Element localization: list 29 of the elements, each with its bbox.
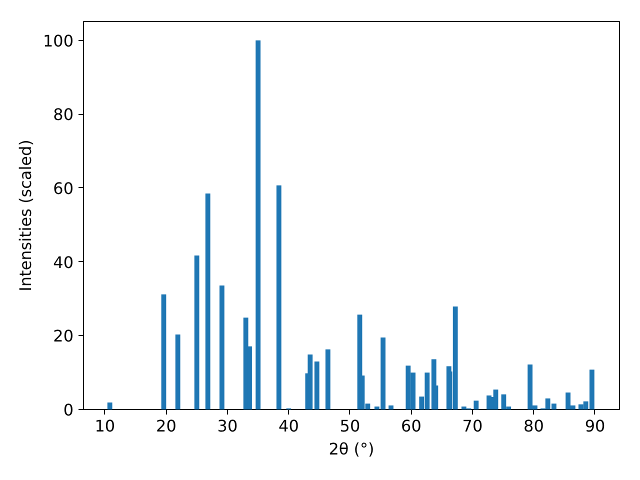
x-tick-label: 30 [217, 416, 238, 436]
bar [194, 256, 200, 410]
bar [161, 294, 166, 410]
y-tick-label: 100 [42, 31, 74, 50]
x-tick-label: 70 [462, 416, 483, 436]
bar [219, 285, 224, 410]
x-tick-label: 90 [584, 416, 606, 436]
x-tick-label: 80 [524, 416, 544, 436]
x-tick-label: 20 [156, 416, 176, 436]
bar [205, 194, 210, 410]
x-tick-label: 60 [401, 416, 422, 436]
bar [388, 405, 394, 410]
bar [325, 349, 330, 410]
bar [474, 400, 479, 410]
y-tick-label: 60 [53, 178, 74, 198]
bar [175, 334, 180, 410]
bar [107, 402, 112, 410]
y-tick-label: 0 [63, 400, 74, 420]
x-tick-label: 40 [278, 416, 299, 436]
y-tick-label: 80 [53, 105, 74, 124]
bar [276, 185, 282, 410]
bar [256, 40, 261, 410]
x-tick-label: 50 [340, 416, 360, 436]
x-tick-label: 10 [94, 416, 116, 436]
x-axis-title: 2θ (°) [328, 440, 374, 458]
bar [314, 362, 320, 410]
y-tick-label: 20 [53, 326, 74, 346]
y-tick-label: 40 [53, 252, 74, 272]
y-axis-title: Intensities (scaled) [16, 140, 35, 292]
